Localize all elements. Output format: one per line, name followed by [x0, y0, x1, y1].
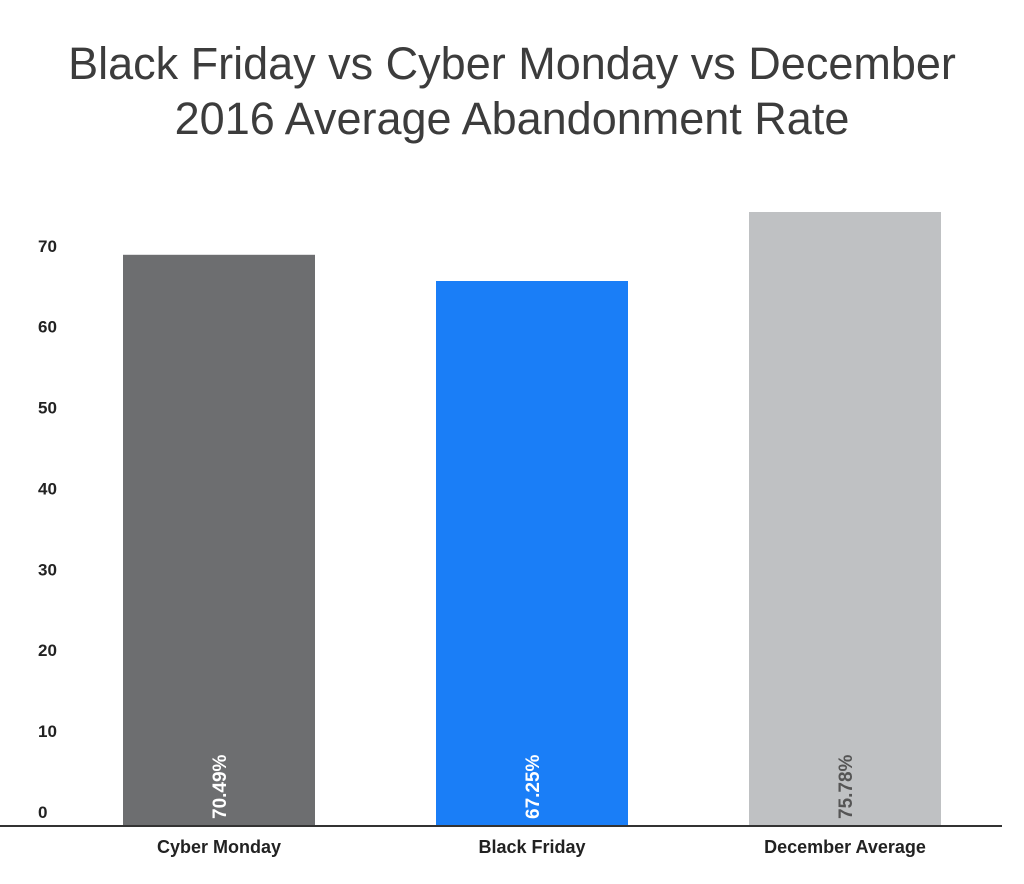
- category-label: Black Friday: [478, 837, 585, 857]
- bar: [436, 281, 628, 825]
- bar-data-label: 70.49%: [210, 754, 231, 819]
- y-tick-label: 0: [38, 803, 47, 822]
- category-label: Cyber Monday: [157, 837, 281, 857]
- bar-data-label: 67.25%: [523, 754, 544, 819]
- bar: [123, 254, 315, 826]
- y-tick-label: 60: [38, 318, 57, 337]
- category-labels: Cyber Monday Black Friday December Average: [157, 837, 926, 857]
- chart-title: Black Friday vs Cyber Monday vs December…: [0, 36, 1024, 146]
- y-axis-ticks: 0 10 20 30 40 50 60 70: [38, 237, 57, 822]
- bar-data-label: 75.78%: [836, 754, 857, 819]
- category-label: December Average: [764, 837, 926, 857]
- y-tick-label: 30: [38, 560, 57, 579]
- y-tick-label: 70: [38, 237, 57, 256]
- y-tick-label: 50: [38, 399, 57, 418]
- chart-title-line-1: Black Friday vs Cyber Monday vs December: [68, 38, 956, 89]
- data-labels: 70.49% 67.25% 75.78%: [210, 754, 857, 819]
- y-tick-label: 20: [38, 641, 57, 660]
- bars: [123, 212, 941, 826]
- chart-title-line-2: 2016 Average Abandonment Rate: [174, 93, 850, 144]
- y-tick-label: 10: [38, 722, 57, 741]
- bar: [749, 212, 941, 825]
- y-tick-label: 40: [38, 479, 57, 498]
